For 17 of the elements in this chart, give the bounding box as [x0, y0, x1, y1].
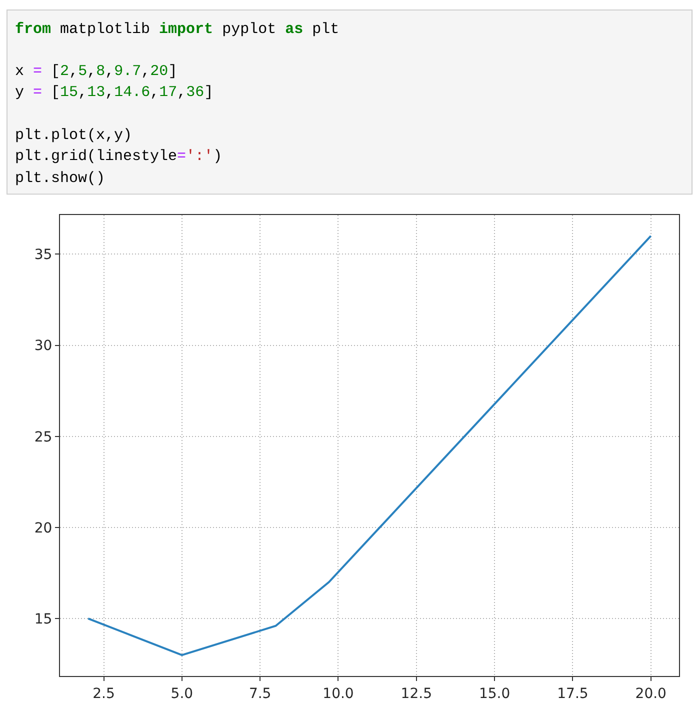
y-tick-label: 35	[34, 247, 52, 264]
x-tick-label: 10.0	[322, 686, 354, 702]
x-tick-label: 17.5	[557, 686, 588, 702]
x-tick-label: 7.5	[248, 686, 272, 702]
x-tick-label: 2.5	[92, 686, 115, 702]
x-tick-label: 15.0	[478, 686, 510, 702]
y-tick-label: 20	[34, 520, 52, 536]
y-tick-label: 15	[34, 612, 52, 628]
text: plt.plot(x,y) plt.grid(linestyle=':') plt.show()	[15, 127, 222, 187]
x-tick-label: 12.5	[400, 686, 432, 702]
line-series	[87, 234, 652, 656]
x-tick-label: 20.0	[635, 686, 666, 702]
x-tick-label: 5.0	[170, 686, 194, 702]
text: from matplotlib import pyplot as plt	[15, 21, 340, 38]
y-tick-label: 25	[34, 429, 52, 446]
text: x = [2,5,8,9.7,20] y = [15,13,14.6,17,36]	[15, 63, 214, 101]
y-tick-label: 30	[34, 338, 52, 354]
